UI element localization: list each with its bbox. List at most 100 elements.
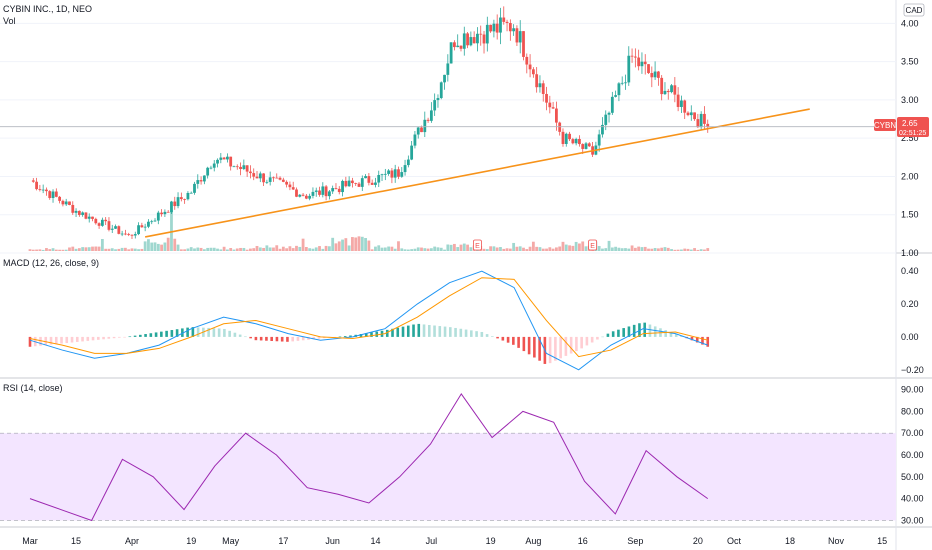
macd-histogram-bar <box>612 331 615 337</box>
signal-line <box>30 278 708 357</box>
candle-body <box>637 58 640 67</box>
volume-bar <box>127 249 130 251</box>
candle-body <box>545 94 548 103</box>
candle-body <box>170 202 173 213</box>
macd-histogram-bar <box>276 337 279 341</box>
volume-bar <box>578 244 581 251</box>
volume-bar <box>216 249 219 251</box>
volume-bar <box>430 248 433 251</box>
candle-body <box>673 85 676 94</box>
volume-bar <box>163 243 166 251</box>
candle-body <box>223 158 226 160</box>
macd-histogram-bar <box>533 337 536 358</box>
volume-bar <box>469 247 472 251</box>
candle-body <box>108 221 111 230</box>
candle-body <box>486 25 489 44</box>
candle-body <box>414 135 417 146</box>
macd-histogram-bar <box>438 326 441 337</box>
macd-histogram-bar <box>407 326 410 337</box>
volume-bar <box>341 240 344 251</box>
macd-histogram-bar <box>260 337 263 341</box>
candle-body <box>657 72 660 78</box>
candle-body <box>233 166 236 167</box>
volume-bar <box>249 249 252 251</box>
volume-bar <box>213 248 216 251</box>
volume-bar <box>489 246 492 251</box>
candle-body <box>183 199 186 200</box>
volume-bar <box>338 241 341 251</box>
macd-histogram-bar <box>213 328 216 337</box>
volume-bar <box>242 248 245 251</box>
volume-bar <box>657 248 660 251</box>
volume-bar <box>190 247 193 251</box>
candle-body <box>588 143 591 146</box>
volume-bar <box>529 247 532 251</box>
candle-body <box>127 234 130 235</box>
candle-body <box>344 181 347 186</box>
volume-bar <box>269 247 272 251</box>
volume-bar <box>32 250 35 251</box>
macd-histogram-bar <box>507 337 510 343</box>
candle-body <box>252 173 255 177</box>
candle-body <box>437 98 440 100</box>
candle-body <box>492 24 495 32</box>
candle-body <box>32 180 35 181</box>
macd-histogram-bar <box>265 337 268 341</box>
volume-bar <box>420 248 423 251</box>
price-tick-label: 2.00 <box>901 171 919 181</box>
volume-bar <box>219 249 222 251</box>
candle-body <box>137 225 140 234</box>
candle-body <box>265 182 268 183</box>
macd-histogram-bar <box>496 337 499 338</box>
candle-body <box>525 57 528 65</box>
candle-body <box>351 181 354 183</box>
volume-bar <box>552 249 555 251</box>
candle-body <box>52 192 55 198</box>
candle-body <box>677 95 680 107</box>
price-tag-value: 2.65 <box>902 119 918 128</box>
candle-body <box>81 212 84 214</box>
volume-bar <box>404 249 407 251</box>
volume-bar <box>703 250 706 251</box>
volume-bar <box>374 247 377 251</box>
macd-histogram-bar <box>491 336 494 337</box>
volume-bar <box>558 246 561 251</box>
candle-body <box>384 174 387 175</box>
rsi-tick-label: 30.00 <box>901 515 924 525</box>
volume-bar <box>683 249 686 251</box>
candle-body <box>275 178 278 179</box>
candle-body <box>660 78 663 94</box>
candle-body <box>282 180 285 182</box>
volume-bar <box>206 248 209 251</box>
volume-bar <box>664 247 667 251</box>
volume-bar <box>29 249 32 251</box>
volume-bar <box>117 249 120 251</box>
volume-bar <box>687 249 690 251</box>
volume-bar <box>644 247 647 251</box>
macd-histogram-bar <box>102 337 105 339</box>
price-tick-label: 1.50 <box>901 210 919 220</box>
volume-bar <box>94 247 97 251</box>
macd-histogram-bar <box>465 330 468 337</box>
volume-bar <box>315 247 318 251</box>
candle-body <box>519 31 522 42</box>
rsi-tick-label: 80.00 <box>901 406 924 416</box>
volume-bar <box>667 248 670 251</box>
volume-bar <box>226 250 229 251</box>
candle-body <box>664 91 667 94</box>
volume-bar <box>443 250 446 251</box>
volume-bar <box>700 249 703 251</box>
volume-bar <box>539 247 542 251</box>
candle-body <box>417 128 420 135</box>
macd-histogram-bar <box>481 332 484 337</box>
candle-body <box>48 191 51 198</box>
macd-histogram-bar <box>622 328 625 337</box>
volume-bar <box>114 249 117 251</box>
time-axis-label: Jun <box>325 536 340 546</box>
volume-bar <box>85 247 88 251</box>
candle-body <box>167 212 170 213</box>
macd-histogram-bar <box>291 337 294 341</box>
volume-bar <box>604 248 607 251</box>
candle-body <box>219 158 222 160</box>
volume-bar <box>200 248 203 251</box>
